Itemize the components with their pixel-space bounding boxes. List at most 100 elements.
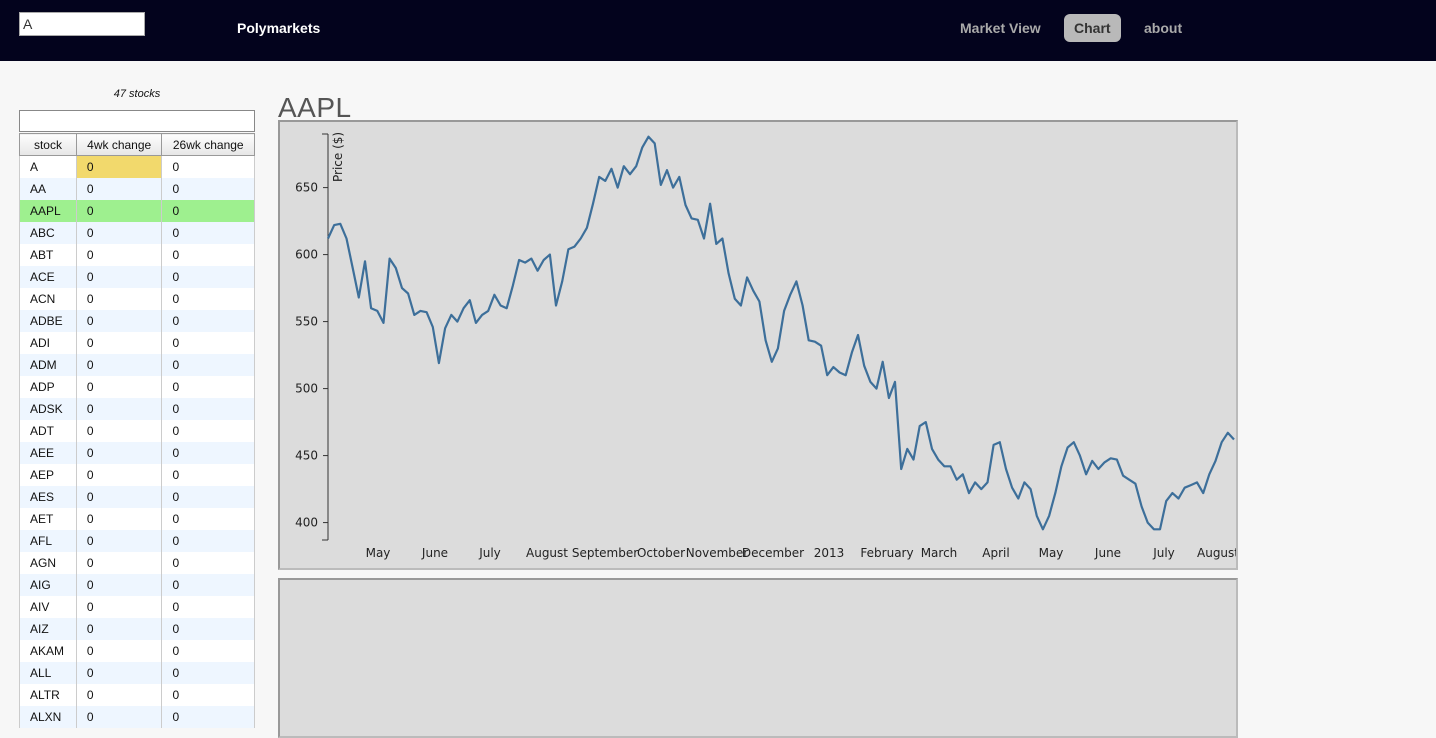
cell-stock[interactable]: AIV bbox=[19, 595, 77, 618]
cell-4wk-change[interactable]: 0 bbox=[75, 287, 162, 310]
cell-stock[interactable]: A bbox=[19, 155, 77, 178]
cell-26wk-change[interactable]: 0 bbox=[161, 177, 255, 200]
cell-4wk-change[interactable]: 0 bbox=[75, 265, 162, 288]
table-row[interactable]: AIZ 0 0 bbox=[19, 617, 255, 640]
cell-stock[interactable]: AAPL bbox=[19, 199, 77, 222]
cell-stock[interactable]: ADP bbox=[19, 375, 77, 398]
cell-26wk-change[interactable]: 0 bbox=[161, 265, 255, 288]
cell-4wk-change[interactable]: 0 bbox=[75, 309, 162, 332]
cell-4wk-change[interactable]: 0 bbox=[75, 353, 162, 376]
table-row[interactable]: AA 0 0 bbox=[19, 177, 255, 200]
cell-stock[interactable]: AIZ bbox=[19, 617, 77, 640]
brand-title[interactable]: Polymarkets bbox=[237, 20, 321, 36]
cell-4wk-change[interactable]: 0 bbox=[75, 177, 162, 200]
cell-26wk-change[interactable]: 0 bbox=[161, 353, 255, 376]
table-row[interactable]: ALL 0 0 bbox=[19, 661, 255, 684]
cell-26wk-change[interactable]: 0 bbox=[161, 221, 255, 244]
cell-stock[interactable]: ADM bbox=[19, 353, 77, 376]
cell-26wk-change[interactable]: 0 bbox=[161, 529, 255, 552]
cell-26wk-change[interactable]: 0 bbox=[161, 287, 255, 310]
cell-4wk-change[interactable]: 0 bbox=[75, 243, 162, 266]
table-row[interactable]: ADP 0 0 bbox=[19, 375, 255, 398]
table-row[interactable]: ACN 0 0 bbox=[19, 287, 255, 310]
cell-4wk-change[interactable]: 0 bbox=[75, 507, 162, 530]
cell-26wk-change[interactable]: 0 bbox=[161, 595, 255, 618]
cell-4wk-change[interactable]: 0 bbox=[75, 155, 162, 178]
table-row[interactable]: ABT 0 0 bbox=[19, 243, 255, 266]
table-row[interactable]: AIG 0 0 bbox=[19, 573, 255, 596]
cell-stock[interactable]: AES bbox=[19, 485, 77, 508]
cell-stock[interactable]: ABT bbox=[19, 243, 77, 266]
cell-4wk-change[interactable]: 0 bbox=[75, 419, 162, 442]
cell-4wk-change[interactable]: 0 bbox=[75, 573, 162, 596]
cell-4wk-change[interactable]: 0 bbox=[75, 639, 162, 662]
cell-stock[interactable]: ADI bbox=[19, 331, 77, 354]
cell-26wk-change[interactable]: 0 bbox=[161, 551, 255, 574]
table-row[interactable]: AET 0 0 bbox=[19, 507, 255, 530]
cell-4wk-change[interactable]: 0 bbox=[75, 199, 162, 222]
table-row[interactable]: ADT 0 0 bbox=[19, 419, 255, 442]
cell-26wk-change[interactable]: 0 bbox=[161, 617, 255, 640]
cell-26wk-change[interactable]: 0 bbox=[161, 155, 255, 178]
column-header-26wk-change[interactable]: 26wk change bbox=[161, 133, 255, 156]
cell-4wk-change[interactable]: 0 bbox=[75, 331, 162, 354]
cell-4wk-change[interactable]: 0 bbox=[75, 683, 162, 706]
table-row[interactable]: AIV 0 0 bbox=[19, 595, 255, 618]
cell-26wk-change[interactable]: 0 bbox=[161, 331, 255, 354]
cell-stock[interactable]: AEP bbox=[19, 463, 77, 486]
cell-4wk-change[interactable]: 0 bbox=[75, 485, 162, 508]
table-row[interactable]: AFL 0 0 bbox=[19, 529, 255, 552]
cell-stock[interactable]: ACN bbox=[19, 287, 77, 310]
table-row[interactable]: ADI 0 0 bbox=[19, 331, 255, 354]
cell-stock[interactable]: ALL bbox=[19, 661, 77, 684]
cell-stock[interactable]: ADSK bbox=[19, 397, 77, 420]
table-row[interactable]: AEP 0 0 bbox=[19, 463, 255, 486]
cell-26wk-change[interactable]: 0 bbox=[161, 573, 255, 596]
cell-stock[interactable]: AGN bbox=[19, 551, 77, 574]
cell-26wk-change[interactable]: 0 bbox=[161, 243, 255, 266]
cell-4wk-change[interactable]: 0 bbox=[75, 661, 162, 684]
table-row[interactable]: AES 0 0 bbox=[19, 485, 255, 508]
cell-stock[interactable]: AET bbox=[19, 507, 77, 530]
cell-26wk-change[interactable]: 0 bbox=[161, 639, 255, 662]
cell-stock[interactable]: ALXN bbox=[19, 705, 77, 728]
cell-26wk-change[interactable]: 0 bbox=[161, 507, 255, 530]
cell-stock[interactable]: ABC bbox=[19, 221, 77, 244]
cell-26wk-change[interactable]: 0 bbox=[161, 683, 255, 706]
cell-4wk-change[interactable]: 0 bbox=[75, 551, 162, 574]
cell-26wk-change[interactable]: 0 bbox=[161, 441, 255, 464]
cell-26wk-change[interactable]: 0 bbox=[161, 705, 255, 728]
table-row[interactable]: AGN 0 0 bbox=[19, 551, 255, 574]
table-row[interactable]: ADSK 0 0 bbox=[19, 397, 255, 420]
cell-4wk-change[interactable]: 0 bbox=[75, 221, 162, 244]
cell-4wk-change[interactable]: 0 bbox=[75, 463, 162, 486]
cell-26wk-change[interactable]: 0 bbox=[161, 463, 255, 486]
cell-stock[interactable]: AKAM bbox=[19, 639, 77, 662]
cell-stock[interactable]: AFL bbox=[19, 529, 77, 552]
cell-stock[interactable]: AEE bbox=[19, 441, 77, 464]
cell-26wk-change[interactable]: 0 bbox=[161, 419, 255, 442]
nav-chart[interactable]: Chart bbox=[1064, 14, 1121, 42]
cell-4wk-change[interactable]: 0 bbox=[75, 705, 162, 728]
cell-stock[interactable]: ACE bbox=[19, 265, 77, 288]
table-row[interactable]: ACE 0 0 bbox=[19, 265, 255, 288]
table-row[interactable]: AKAM 0 0 bbox=[19, 639, 255, 662]
column-header-4wk-change[interactable]: 4wk change bbox=[75, 133, 163, 156]
cell-4wk-change[interactable]: 0 bbox=[75, 441, 162, 464]
cell-4wk-change[interactable]: 0 bbox=[75, 595, 162, 618]
table-row[interactable]: ABC 0 0 bbox=[19, 221, 255, 244]
cell-26wk-change[interactable]: 0 bbox=[161, 661, 255, 684]
cell-stock[interactable]: ADBE bbox=[19, 309, 77, 332]
cell-26wk-change[interactable]: 0 bbox=[161, 397, 255, 420]
cell-4wk-change[interactable]: 0 bbox=[75, 397, 162, 420]
cell-stock[interactable]: ALTR bbox=[19, 683, 77, 706]
table-row[interactable]: ALTR 0 0 bbox=[19, 683, 255, 706]
cell-26wk-change[interactable]: 0 bbox=[161, 375, 255, 398]
cell-4wk-change[interactable]: 0 bbox=[75, 375, 162, 398]
nav-market-view[interactable]: Market View bbox=[960, 20, 1041, 36]
stock-filter-input[interactable] bbox=[19, 110, 255, 132]
nav-about[interactable]: about bbox=[1144, 20, 1183, 36]
table-row[interactable]: ADM 0 0 bbox=[19, 353, 255, 376]
column-header-stock[interactable]: stock bbox=[19, 133, 77, 156]
